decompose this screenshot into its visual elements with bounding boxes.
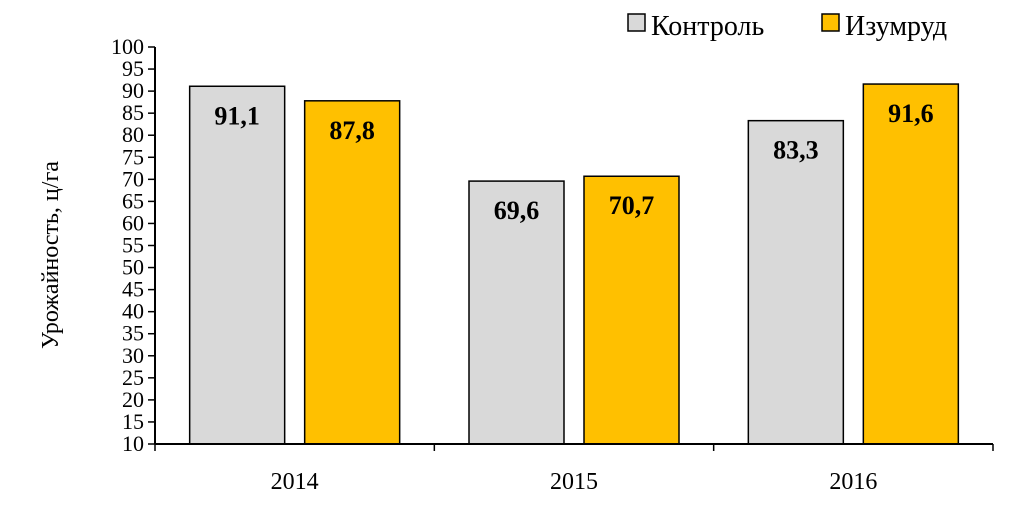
legend: Контроль Изумруд xyxy=(627,11,947,42)
y-tick-label: 35 xyxy=(122,321,144,346)
data-label: 70,7 xyxy=(609,191,655,220)
y-tick-label: 70 xyxy=(122,166,144,191)
bars-layer xyxy=(188,83,960,445)
data-label: 91,6 xyxy=(888,99,934,128)
bar-control-2015 xyxy=(468,180,565,445)
y-tick-label: 100 xyxy=(111,34,144,59)
y-tick-label: 60 xyxy=(122,210,144,235)
data-label: 87,8 xyxy=(329,116,375,145)
y-tick-label: 75 xyxy=(122,144,144,169)
y-tick-label: 10 xyxy=(122,431,144,456)
bar-control-2014 xyxy=(188,85,286,445)
data-labels-layer: 91,1 87,8 69,6 70,7 83,3 91,6 xyxy=(214,99,933,225)
y-tick-label: 80 xyxy=(122,122,144,147)
x-tick-label: 2016 xyxy=(829,469,877,495)
y-tick-label: 25 xyxy=(122,365,144,390)
bar-emerald-2015 xyxy=(583,175,680,445)
data-label: 69,6 xyxy=(494,196,540,225)
y-tick-label: 50 xyxy=(122,255,144,280)
y-tick-label: 40 xyxy=(122,299,144,324)
data-label: 83,3 xyxy=(773,136,819,165)
data-label: 91,1 xyxy=(214,101,260,130)
y-tick-label: 55 xyxy=(122,233,144,258)
y-tick-label: 20 xyxy=(122,387,144,412)
y-tick-label: 95 xyxy=(122,56,144,81)
y-tick-label: 15 xyxy=(122,409,144,434)
bar-control-2016 xyxy=(747,119,845,445)
y-tick-label: 45 xyxy=(122,277,144,302)
bar-emerald-2016 xyxy=(862,83,960,445)
legend-label: Контроль xyxy=(651,11,764,42)
x-tick-label: 2014 xyxy=(271,469,319,495)
y-tick-label: 90 xyxy=(122,78,144,103)
y-tick-label: 85 xyxy=(122,100,144,125)
x-tick-label: 2015 xyxy=(550,469,598,495)
legend-swatch-control xyxy=(627,13,646,32)
y-tick-label: 30 xyxy=(122,343,144,368)
bar-emerald-2014 xyxy=(303,100,401,445)
y-tick-label: 65 xyxy=(122,188,144,213)
legend-label: Изумруд xyxy=(845,11,947,42)
legend-swatch-emerald xyxy=(821,13,840,32)
y-axis-label: Урожайность, ц/га xyxy=(38,161,64,349)
